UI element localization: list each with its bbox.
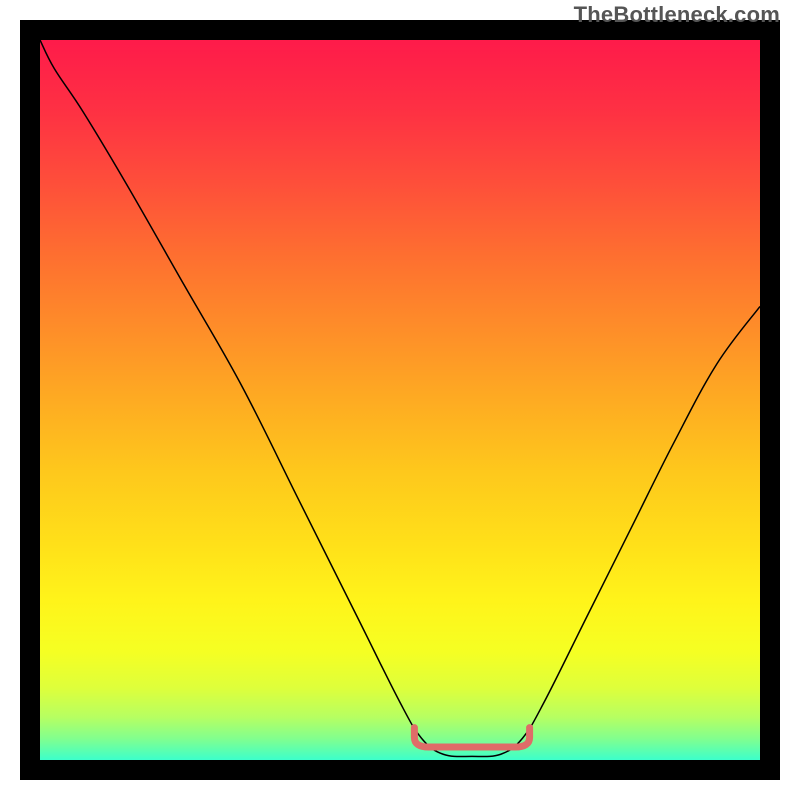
gradient-background: [40, 40, 760, 760]
bottleneck-chart: [20, 20, 780, 780]
watermark-text: TheBottleneck.com: [574, 2, 780, 28]
container: TheBottleneck.com: [0, 0, 800, 800]
plot-area: [20, 20, 780, 780]
